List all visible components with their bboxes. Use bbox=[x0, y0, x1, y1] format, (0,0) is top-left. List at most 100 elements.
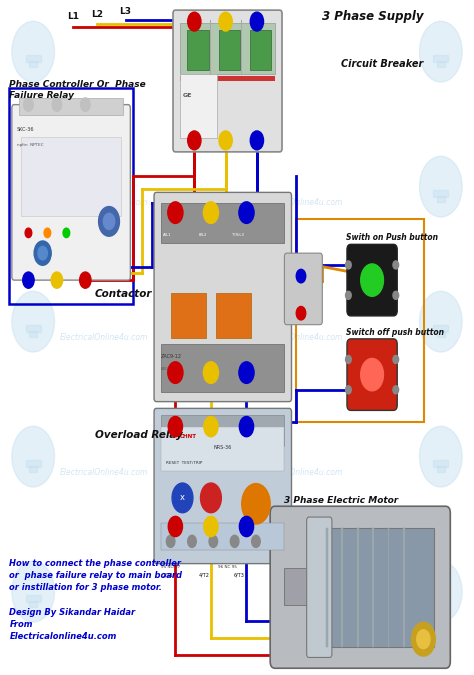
Circle shape bbox=[188, 12, 201, 31]
Bar bbox=[180, 76, 275, 81]
FancyBboxPatch shape bbox=[307, 517, 332, 657]
Circle shape bbox=[172, 483, 193, 513]
Circle shape bbox=[203, 362, 219, 383]
Circle shape bbox=[44, 228, 51, 238]
Text: ElectricalOnline4u.com: ElectricalOnline4u.com bbox=[255, 198, 343, 207]
Bar bbox=[26, 55, 41, 62]
Circle shape bbox=[219, 12, 232, 31]
FancyBboxPatch shape bbox=[173, 10, 282, 152]
Circle shape bbox=[168, 362, 183, 383]
Bar bbox=[29, 196, 37, 202]
Bar bbox=[433, 190, 448, 197]
Bar bbox=[437, 196, 445, 202]
Bar bbox=[433, 460, 448, 467]
Circle shape bbox=[346, 292, 351, 300]
Circle shape bbox=[361, 264, 383, 296]
Text: Circuit Breaker: Circuit Breaker bbox=[341, 59, 424, 69]
Circle shape bbox=[419, 292, 462, 352]
Text: ElectricalOnline4u.com: ElectricalOnline4u.com bbox=[60, 468, 148, 477]
Text: Contactor: Contactor bbox=[95, 289, 152, 298]
Circle shape bbox=[411, 622, 435, 656]
Text: x: x bbox=[180, 493, 185, 502]
Text: 6/T3: 6/T3 bbox=[234, 572, 245, 578]
Circle shape bbox=[219, 131, 232, 150]
Circle shape bbox=[81, 98, 90, 111]
Text: 95 NO 97: 95 NO 97 bbox=[161, 566, 181, 569]
Circle shape bbox=[419, 427, 462, 487]
Circle shape bbox=[12, 292, 55, 352]
Bar bbox=[437, 331, 445, 337]
Circle shape bbox=[203, 202, 219, 223]
Text: L3: L3 bbox=[119, 7, 132, 16]
Circle shape bbox=[239, 202, 254, 223]
FancyBboxPatch shape bbox=[154, 192, 292, 402]
Circle shape bbox=[204, 416, 218, 437]
Bar bbox=[161, 415, 284, 446]
Circle shape bbox=[361, 358, 383, 391]
Bar bbox=[21, 136, 121, 216]
Text: Switch off push button: Switch off push button bbox=[346, 327, 444, 337]
Text: 3 Phase Supply: 3 Phase Supply bbox=[322, 10, 424, 24]
FancyBboxPatch shape bbox=[347, 339, 397, 410]
FancyBboxPatch shape bbox=[284, 253, 322, 325]
FancyBboxPatch shape bbox=[12, 105, 130, 280]
Circle shape bbox=[12, 157, 55, 217]
Text: 96 NC 95: 96 NC 95 bbox=[218, 566, 237, 569]
Circle shape bbox=[393, 292, 399, 300]
Text: CHNT: CHNT bbox=[180, 435, 197, 439]
Text: How to connect the phase controller: How to connect the phase controller bbox=[9, 559, 182, 568]
Text: TIR/L3: TIR/L3 bbox=[232, 234, 244, 237]
Circle shape bbox=[296, 306, 306, 320]
Bar bbox=[19, 98, 123, 115]
Text: or  phase failure relay to main board: or phase failure relay to main board bbox=[9, 571, 182, 580]
Bar bbox=[437, 466, 445, 472]
Circle shape bbox=[103, 213, 115, 230]
Bar bbox=[433, 55, 448, 62]
Text: L1: L1 bbox=[67, 12, 80, 21]
Bar bbox=[29, 601, 37, 607]
Circle shape bbox=[239, 516, 254, 537]
Text: GE: GE bbox=[182, 93, 192, 98]
Text: NRS-36: NRS-36 bbox=[213, 445, 232, 450]
Text: 4/T2: 4/T2 bbox=[199, 572, 209, 578]
Bar bbox=[29, 331, 37, 337]
Circle shape bbox=[419, 562, 462, 622]
Text: From: From bbox=[9, 620, 33, 629]
Circle shape bbox=[51, 272, 63, 288]
Circle shape bbox=[166, 535, 175, 547]
Bar bbox=[29, 466, 37, 472]
Bar bbox=[26, 595, 41, 602]
Circle shape bbox=[25, 228, 32, 238]
Text: A/L1: A/L1 bbox=[163, 234, 171, 237]
Text: ElectricalOnline4u.com: ElectricalOnline4u.com bbox=[60, 333, 148, 342]
Circle shape bbox=[239, 362, 254, 383]
Bar bbox=[437, 61, 445, 67]
Text: Electricalonline4u.com: Electricalonline4u.com bbox=[9, 632, 117, 641]
Circle shape bbox=[168, 516, 182, 537]
Circle shape bbox=[188, 131, 201, 150]
Bar bbox=[437, 601, 445, 607]
Bar bbox=[180, 23, 275, 74]
Bar bbox=[388, 528, 389, 647]
Circle shape bbox=[63, 228, 70, 238]
Circle shape bbox=[252, 535, 260, 547]
Bar bbox=[26, 190, 41, 197]
Bar bbox=[26, 460, 41, 467]
Bar bbox=[187, 30, 209, 70]
Bar bbox=[26, 325, 41, 332]
Text: ZAC9-12: ZAC9-12 bbox=[161, 354, 182, 358]
Circle shape bbox=[242, 483, 270, 524]
Circle shape bbox=[209, 535, 218, 547]
Bar bbox=[161, 523, 284, 550]
Bar bbox=[326, 528, 328, 647]
Circle shape bbox=[168, 416, 182, 437]
Circle shape bbox=[419, 22, 462, 82]
Circle shape bbox=[204, 516, 218, 537]
Circle shape bbox=[346, 385, 351, 394]
Circle shape bbox=[34, 241, 51, 265]
Text: L2: L2 bbox=[91, 10, 103, 19]
Circle shape bbox=[23, 272, 34, 288]
Circle shape bbox=[239, 416, 254, 437]
Circle shape bbox=[188, 535, 196, 547]
Text: SKC-36: SKC-36 bbox=[17, 127, 34, 132]
